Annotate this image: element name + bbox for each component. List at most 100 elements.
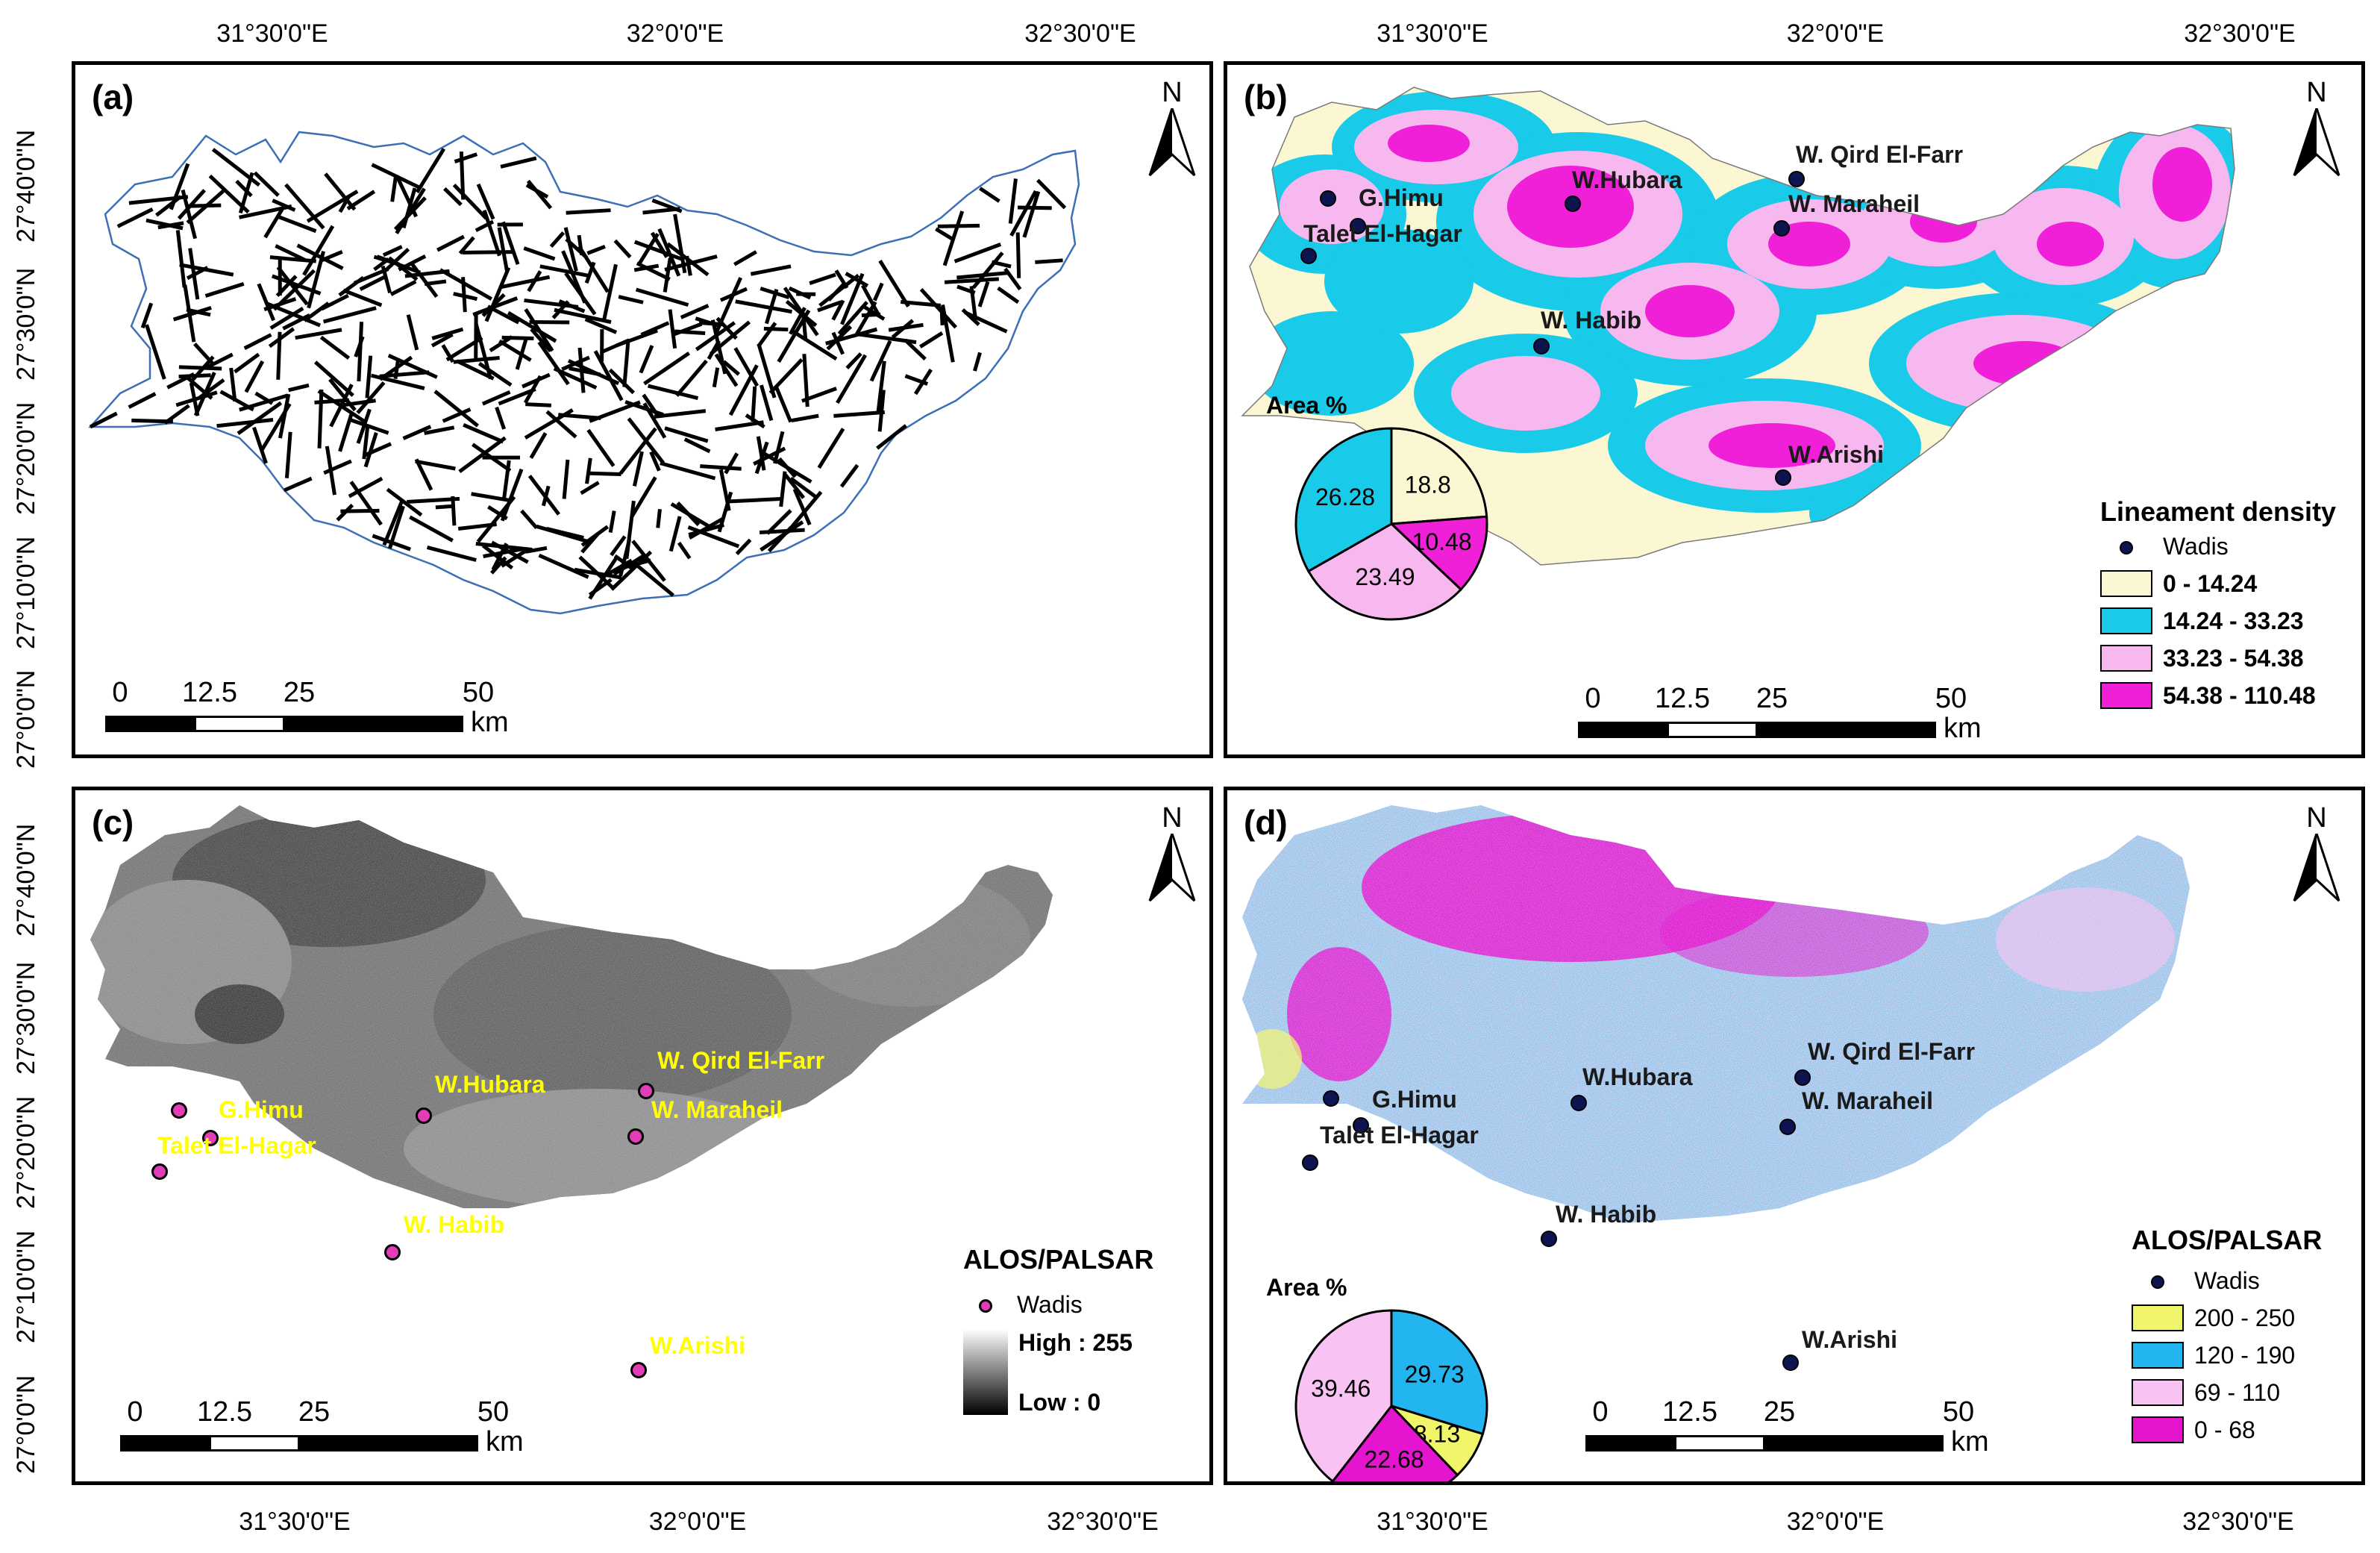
panel-c-alos-palsar-map: (c) N G.Himu Talet El-Hagar W.Hubara W. …	[72, 787, 1213, 1485]
lineament-segment	[563, 227, 578, 272]
lineament-segment	[712, 367, 720, 388]
lineament-segment	[179, 263, 234, 277]
lineament-segment	[177, 189, 207, 220]
lon-label-bottom-d1: 31°30'0"E	[1377, 1507, 1488, 1536]
lineament-segment	[313, 360, 354, 397]
lineament-segment	[128, 195, 189, 205]
lineament-segment	[386, 487, 423, 517]
lineament-segment	[458, 436, 507, 474]
lineament-segment	[235, 179, 253, 198]
lineament-segment	[664, 426, 709, 443]
lineament-segment	[722, 360, 740, 376]
panel-c-radar-image	[90, 805, 1053, 1208]
lineament-segment	[319, 335, 351, 360]
north-letter: N	[1162, 77, 1183, 108]
lineament-segment	[140, 302, 154, 329]
lon-label-bottom-d2: 32°0'0"E	[1786, 1507, 1885, 1536]
lineament-segment	[765, 509, 792, 535]
lineament-segment	[817, 428, 845, 469]
lineament-segment	[237, 401, 283, 435]
north-arrow-icon	[2293, 834, 2340, 902]
lineament-segment	[777, 309, 811, 363]
lineament-segment	[589, 471, 621, 476]
lineament-segment	[979, 187, 1000, 203]
lineament-segment	[393, 196, 427, 231]
lat-label-c3: 27°20'0"N	[12, 1096, 40, 1209]
lat-label-a3: 27°20'0"N	[12, 401, 40, 515]
wadi-marker-g-himu	[1323, 1090, 1339, 1107]
lat-label-a4: 27°10'0"N	[12, 536, 40, 649]
panel-b-density-raster	[1241, 87, 2235, 566]
legend-swatch	[2132, 1304, 2184, 1331]
lineament-segment	[415, 148, 446, 193]
wadi-marker-talet-el-hagar	[1300, 248, 1317, 264]
place-label-talet-el-hagar: Talet El-Hagar	[157, 1132, 316, 1159]
lineament-segment	[878, 260, 910, 308]
lineament-segment	[211, 148, 261, 187]
lineament-segment	[854, 301, 877, 337]
lineament-segment	[977, 281, 990, 307]
lon-label-top-a1: 31°30'0"E	[216, 19, 328, 48]
scale-tick-50: 50	[477, 1396, 510, 1428]
legend-title: ALOS/PALSAR	[963, 1244, 1154, 1275]
lineament-segment	[524, 546, 548, 554]
lineament-segment	[577, 347, 586, 393]
lineament-segment	[356, 381, 386, 414]
lineament-segment	[618, 295, 644, 304]
lineament-segment	[357, 322, 364, 382]
wadi-marker-g-himu	[1320, 190, 1336, 207]
lineament-segment	[656, 508, 662, 528]
lineament-segment	[306, 190, 359, 223]
scale-tick-25: 25	[1756, 683, 1788, 714]
lineament-segment	[724, 452, 739, 475]
lineament-segment	[475, 542, 533, 551]
lineament-segment	[424, 279, 447, 287]
lineament-segment	[406, 314, 419, 351]
lineament-segment	[636, 261, 671, 281]
lineament-segment	[278, 215, 317, 234]
lineament-segment	[379, 370, 430, 378]
lineament-segment	[382, 498, 405, 546]
wadi-marker-hubara	[1565, 196, 1581, 212]
lineament-segment	[683, 437, 711, 454]
wadi-legend-dot	[2120, 540, 2133, 554]
lineament-segment	[443, 187, 463, 207]
lineament-segment	[773, 431, 785, 464]
legend-label: 0 - 68	[2194, 1416, 2255, 1443]
lineament-segment	[348, 476, 383, 499]
lineament-segment	[673, 213, 687, 274]
lineament-segment	[845, 272, 869, 288]
lineament-segment	[935, 227, 955, 242]
lineament-segment	[296, 243, 344, 271]
scale-segment	[120, 1435, 211, 1452]
lineament-segment	[668, 309, 677, 349]
lineament-segment	[566, 208, 611, 215]
lineament-segment	[269, 306, 304, 330]
wadi-marker-g-himu-2	[1353, 1117, 1369, 1134]
lineament-segment	[826, 325, 853, 351]
lineament-segment	[338, 413, 354, 452]
scale-tick-25: 25	[283, 677, 316, 708]
legend-row: 0 - 68	[2132, 1411, 2322, 1449]
lineament-segment	[471, 492, 511, 502]
lineament-segment	[336, 503, 354, 522]
lat-label-c1: 27°40'0"N	[12, 823, 40, 937]
lineament-segment	[733, 347, 760, 387]
legend-swatch	[2100, 607, 2152, 634]
scale-tick-12-5: 12.5	[1655, 683, 1710, 714]
lon-label-bottom-d3: 32°30'0"E	[2182, 1507, 2294, 1536]
lineament-segment	[524, 308, 554, 352]
legend-ramp-row: High : 255 Low : 0	[963, 1329, 1153, 1419]
lineament-segment	[861, 312, 881, 318]
lat-label-c2: 27°30'0"N	[12, 961, 40, 1075]
lineament-segment	[861, 284, 881, 317]
lineament-segment	[554, 307, 612, 325]
lineament-segment	[919, 331, 944, 349]
wadi-marker-arishi	[630, 1362, 647, 1378]
lineament-segment	[777, 457, 797, 478]
lon-label-bottom-c2: 32°0'0"E	[648, 1507, 747, 1536]
lat-label-c5: 27°0'0"N	[12, 1375, 40, 1474]
lineament-segment	[608, 368, 635, 395]
lineament-segment	[760, 384, 774, 422]
lineament-segment	[904, 374, 929, 386]
